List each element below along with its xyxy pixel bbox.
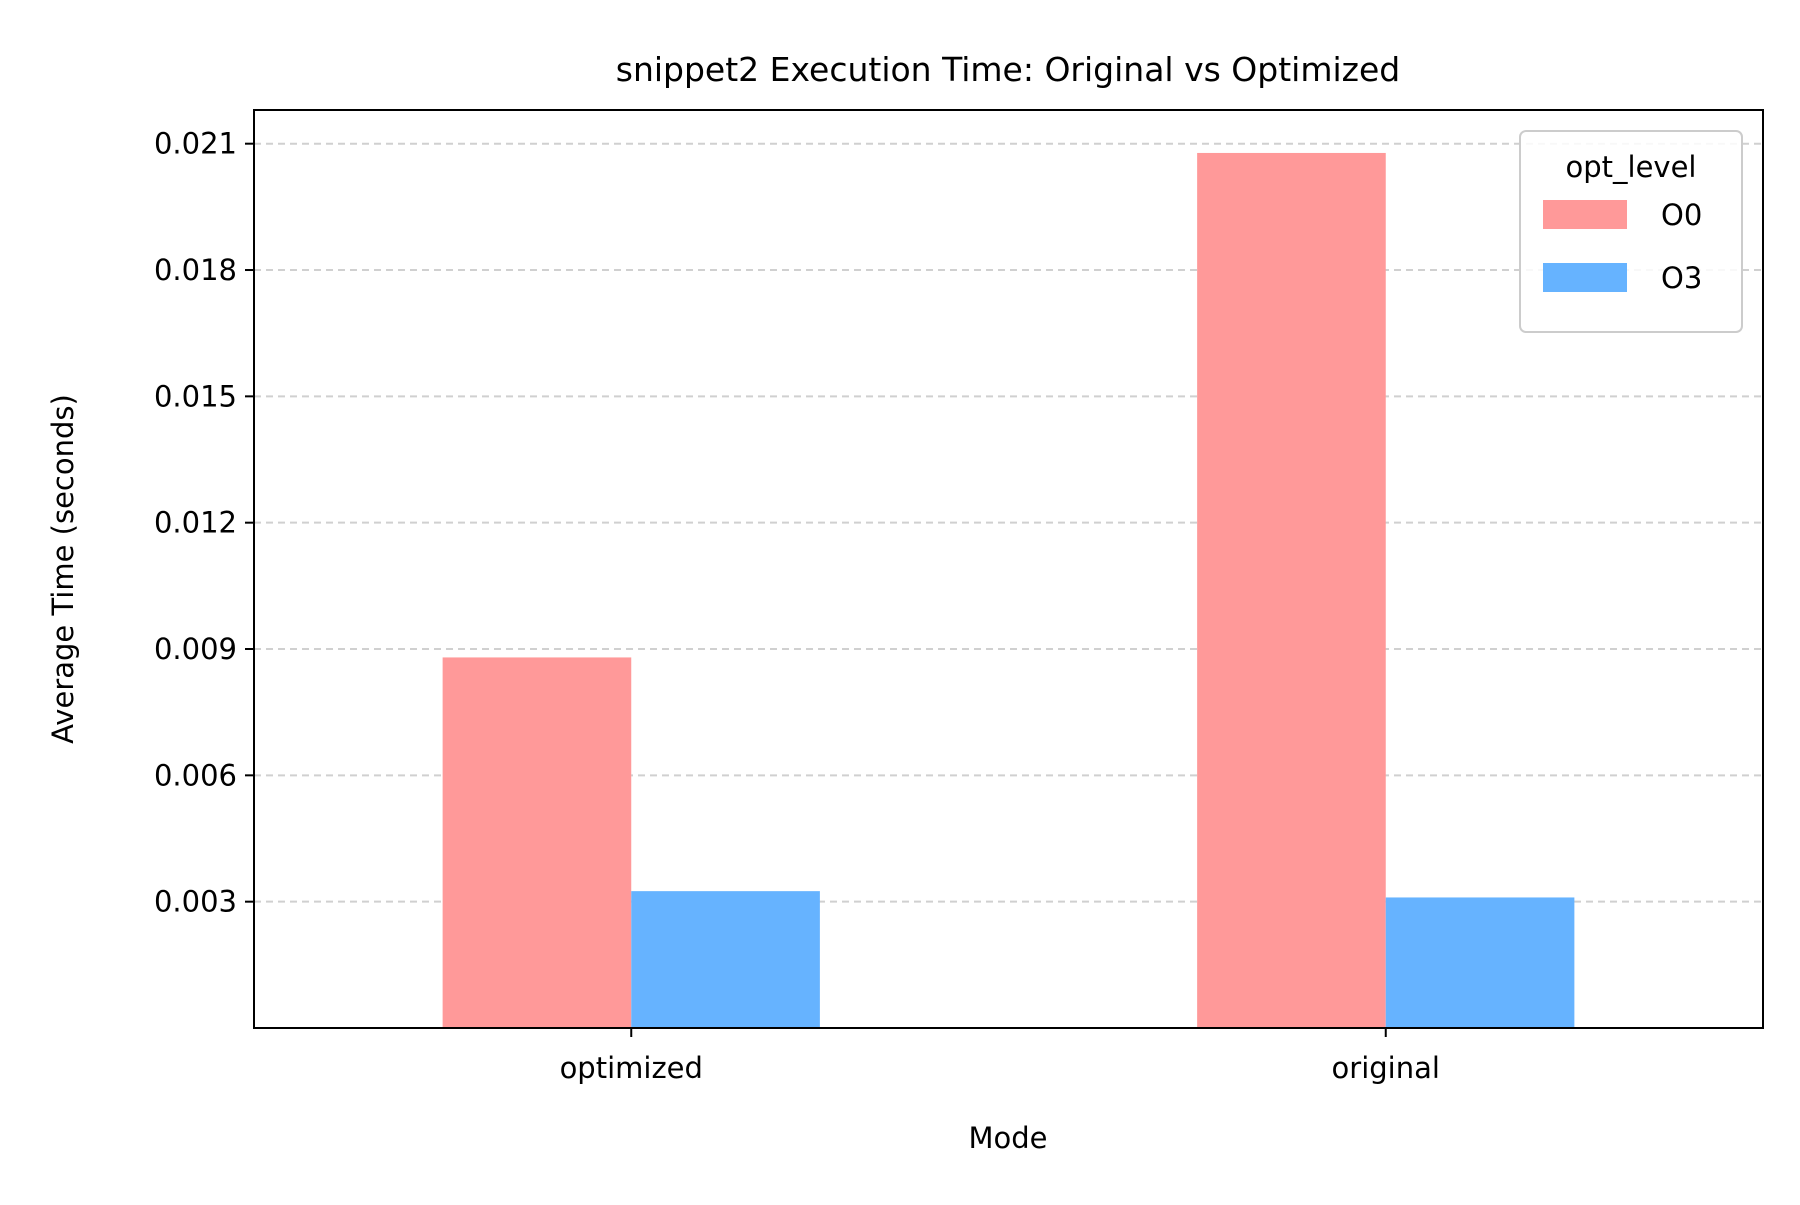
chart-title: snippet2 Execution Time: Original vs Opt… [616,50,1400,89]
bars [442,152,1575,1029]
legend-swatch-O3 [1543,263,1627,292]
y-axis-label: Average Time (seconds) [46,394,80,744]
y-tick-label: 0.018 [154,253,237,287]
x-axis-ticks: optimized original [560,1028,1440,1085]
y-tick-label: 0.015 [154,379,237,413]
x-tick-label: original [1332,1051,1440,1085]
bar-O0-optimized [442,657,632,1028]
y-tick-label: 0.012 [154,506,237,540]
legend-swatch-O0 [1543,200,1627,229]
x-axis-label: Mode [968,1121,1047,1155]
legend-title: opt_level [1566,150,1697,184]
y-tick-label: 0.009 [154,632,237,666]
plot-frame [253,109,1764,1029]
bar-O0-original [1197,152,1386,1029]
legend-label-O0: O0 [1661,198,1702,232]
y-tick-label: 0.003 [154,885,237,919]
x-tick-label: optimized [560,1051,703,1085]
legend-label-O3: O3 [1661,261,1702,295]
legend: opt_level O0 O3 [1519,130,1743,333]
y-tick-label: 0.006 [154,758,237,792]
legend-entries: O0 O3 [1543,198,1702,295]
bar-O3-original [1385,897,1575,1028]
y-tick-label: 0.021 [154,127,237,161]
y-axis-ticks: 0.003 0.006 0.009 0.012 0.015 0.018 0.021 [154,127,254,919]
bar-O3-optimized [631,891,820,1028]
